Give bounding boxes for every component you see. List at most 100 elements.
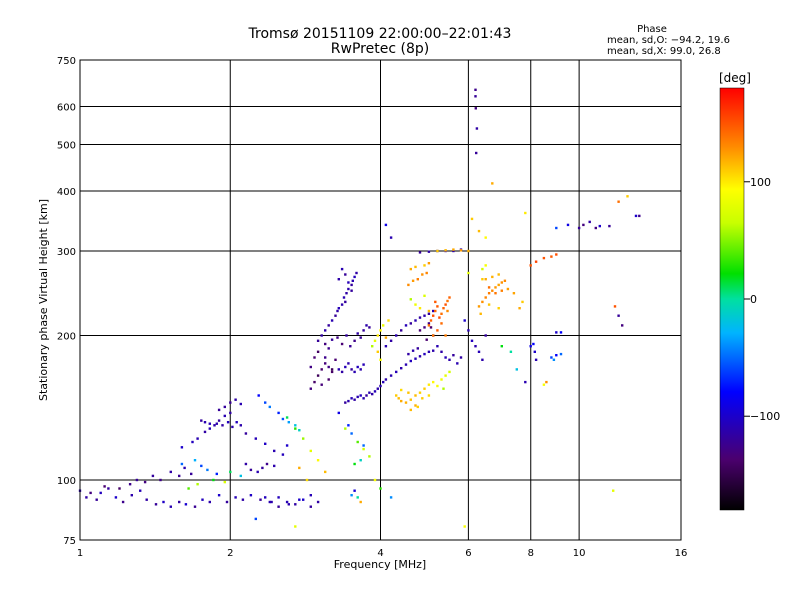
- data-point: [395, 334, 398, 337]
- data-point: [411, 349, 415, 352]
- data-points: [78, 88, 641, 528]
- data-point: [434, 309, 437, 313]
- data-point: [432, 380, 435, 384]
- data-point: [347, 281, 350, 284]
- data-point: [261, 466, 264, 470]
- data-point: [427, 394, 431, 397]
- chart-subtitle: RwPretec (8p): [331, 41, 429, 57]
- data-point: [376, 387, 379, 390]
- data-point: [225, 500, 229, 504]
- x-tick-label: 10: [573, 548, 586, 559]
- data-point: [281, 417, 285, 421]
- data-point: [404, 363, 408, 366]
- data-point: [423, 264, 426, 267]
- data-point: [444, 303, 447, 306]
- data-point: [400, 399, 403, 403]
- data-point: [444, 374, 447, 377]
- data-point: [448, 358, 451, 361]
- data-point: [418, 355, 422, 358]
- data-point: [234, 398, 237, 401]
- data-point: [353, 370, 356, 374]
- data-point: [350, 494, 353, 497]
- data-point: [470, 339, 474, 342]
- data-point: [309, 449, 312, 453]
- data-point: [337, 368, 340, 371]
- data-point: [244, 462, 248, 466]
- x-tick-label: 8: [528, 548, 534, 559]
- data-point: [302, 437, 305, 440]
- data-point: [594, 226, 597, 230]
- data-point: [324, 329, 327, 332]
- data-point: [234, 496, 237, 499]
- y-tick-label: 200: [57, 332, 76, 343]
- data-point: [350, 289, 353, 292]
- data-point: [313, 380, 316, 384]
- data-point: [347, 399, 350, 403]
- data-point: [617, 200, 620, 203]
- data-point: [479, 312, 482, 315]
- data-point: [521, 300, 524, 304]
- data-point: [395, 370, 398, 374]
- data-point: [442, 307, 445, 310]
- data-point: [418, 316, 422, 319]
- data-point: [353, 339, 356, 342]
- y-axis-label: Stationary phase Virtual Height [km]: [37, 199, 50, 401]
- data-point: [436, 249, 439, 253]
- data-point: [345, 334, 348, 337]
- data-point: [273, 464, 276, 468]
- data-point: [506, 287, 510, 291]
- data-point: [384, 378, 388, 381]
- data-point: [608, 224, 611, 228]
- data-point: [316, 500, 320, 504]
- data-point: [436, 329, 439, 332]
- data-point: [436, 305, 439, 308]
- data-point: [217, 408, 221, 412]
- data-point: [327, 365, 330, 369]
- data-point: [474, 345, 477, 348]
- data-point: [389, 339, 393, 342]
- data-point: [265, 462, 269, 466]
- data-point: [425, 338, 428, 341]
- data-point: [397, 397, 400, 400]
- data-point: [139, 489, 142, 492]
- data-point: [350, 397, 353, 400]
- data-point: [418, 329, 422, 332]
- data-point: [379, 487, 382, 490]
- data-point: [440, 378, 443, 381]
- data-point: [330, 368, 334, 371]
- data-point: [411, 279, 415, 282]
- data-point: [208, 500, 211, 504]
- data-point: [217, 419, 221, 422]
- data-point: [239, 402, 242, 406]
- data-point: [373, 339, 377, 342]
- data-point: [208, 427, 211, 430]
- data-point: [409, 322, 412, 325]
- data-point: [389, 236, 393, 239]
- data-point: [264, 442, 267, 445]
- axis-ticks: 1 2 4 6 8 10 16 75 100 200 300 400 500 600 750: [57, 56, 687, 559]
- data-point: [298, 429, 301, 432]
- data-point: [344, 427, 347, 430]
- data-point: [95, 498, 98, 501]
- x-tick-label: 4: [377, 548, 383, 559]
- data-point: [294, 525, 297, 528]
- data-point: [178, 474, 181, 478]
- data-point: [268, 405, 271, 409]
- data-point: [254, 437, 257, 440]
- data-point: [285, 416, 289, 419]
- x-axis-label: Frequency [MHz]: [334, 558, 426, 571]
- data-point: [400, 388, 403, 392]
- data-point: [440, 312, 443, 315]
- data-point: [196, 483, 199, 486]
- data-point: [353, 398, 356, 401]
- data-point: [249, 494, 253, 497]
- data-point: [515, 368, 518, 371]
- data-point: [555, 253, 558, 256]
- data-point: [588, 220, 591, 224]
- data-point: [235, 421, 238, 424]
- data-point: [337, 411, 340, 415]
- colorbar-tick-label: −100: [750, 410, 780, 423]
- data-point: [427, 250, 431, 253]
- data-point: [418, 251, 422, 254]
